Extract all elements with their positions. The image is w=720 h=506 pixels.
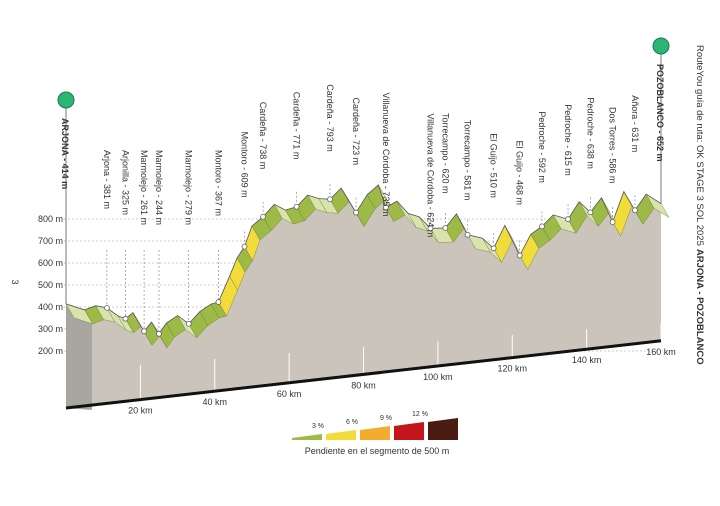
- waypoint-dot: [327, 196, 333, 203]
- chart-title: RouteYou guía de ruta: OK STAGE 3 SOL 20…: [694, 45, 705, 365]
- waypoint-dot: [516, 252, 523, 259]
- waypoint-dot: [609, 219, 616, 225]
- legend-tick-label: 12 %: [412, 411, 428, 418]
- y-tick-label: 200 m: [38, 346, 63, 356]
- waypoint-label: Villanueva de Córdoba - 735 m: [381, 93, 391, 217]
- x-tick-label: 120 km: [497, 364, 527, 374]
- x-tick-label: 80 km: [351, 380, 376, 390]
- x-tick-label: 40 km: [202, 397, 227, 407]
- waypoint-dot: [185, 320, 192, 327]
- start-flag: [57, 91, 75, 109]
- legend-swatch: [360, 426, 390, 440]
- waypoint-dot: [104, 304, 110, 311]
- waypoint-label: Arjona - 381 m: [102, 150, 112, 209]
- y-tick-label: 800 m: [38, 214, 63, 224]
- waypoint-label: Pedroche - 615 m: [563, 104, 573, 176]
- y-tick-label: 500 m: [38, 280, 63, 290]
- waypoint-label: Pedroche - 592 m: [537, 111, 547, 183]
- waypoint-dot: [632, 207, 638, 214]
- plot: 200 m 300 m 400 m 500 m 600 m 700 m 800 m 20 km…: [38, 37, 676, 456]
- waypoint-label: Cardeña - 738 m: [258, 102, 268, 170]
- waypoint-dot: [382, 204, 389, 211]
- waypoint-label: Cardeña - 771 m: [292, 92, 302, 160]
- waypoint-dot: [565, 216, 571, 223]
- waypoint-label: Arjonilla - 325 m: [121, 150, 131, 215]
- y-tick-label: 300 m: [38, 324, 63, 334]
- title-text: RouteYou guía de ruta: OK STAGE 3 SOL 20…: [694, 45, 705, 246]
- x-tick-label: 160 km: [646, 347, 676, 357]
- waypoint-dot: [215, 299, 222, 305]
- y-tick-label: 700 m: [38, 236, 63, 246]
- waypoint-dot: [293, 203, 300, 210]
- legend-swatch: [326, 430, 356, 440]
- baseline: [65, 339, 662, 410]
- waypoint-dot: [260, 213, 266, 220]
- x-tick-label: 100 km: [423, 372, 453, 382]
- page-number: 3: [10, 279, 20, 284]
- waypoint-label: El Guijo - 468 m: [515, 140, 525, 205]
- legend-tick-label: 9 %: [380, 415, 392, 422]
- waypoint-label: Añora - 631 m: [630, 95, 640, 152]
- legend-tick-label: 3 %: [312, 423, 324, 430]
- waypoint-label: El Guijo - 510 m: [489, 133, 499, 198]
- waypoint-dot: [464, 231, 471, 238]
- waypoint-label: Torrecampo - 581 m: [463, 120, 473, 201]
- waypoint-label: Montoro - 367 m: [213, 150, 223, 216]
- y-tick-label: 400 m: [38, 302, 63, 312]
- waypoint-label: Villanueva de Córdoba - 624 m: [425, 113, 435, 237]
- x-tick-label: 140 km: [572, 355, 602, 365]
- waypoint-dot: [353, 209, 359, 216]
- waypoint-dot: [156, 330, 162, 337]
- waypoint-dot: [490, 245, 497, 252]
- waypoint-dot: [587, 209, 594, 216]
- end-flag: [652, 37, 670, 55]
- legend-tick-label: 6 %: [346, 419, 358, 426]
- x-tick-label: 20 km: [128, 406, 153, 416]
- waypoint-dot: [241, 243, 248, 250]
- start-side: [66, 303, 92, 410]
- waypoint-dot: [122, 315, 129, 322]
- waypoint-label: Montoro - 609 m: [240, 132, 250, 198]
- waypoint-label: Pedroche - 638 m: [585, 97, 595, 169]
- title-bold: ARJONA - POZOBLANCO: [694, 249, 705, 365]
- legend-swatch: [428, 418, 458, 440]
- waypoint-dot: [427, 225, 434, 232]
- start-label: ARJONA - 414 m: [60, 118, 70, 189]
- waypoint-label: Cardeña - 793 m: [325, 84, 335, 152]
- waypoint-label: Marmolejo - 261 m: [139, 150, 149, 225]
- x-tick-label: 60 km: [277, 389, 302, 399]
- waypoint-label: Torrecampo - 620 m: [440, 113, 450, 194]
- waypoint-label: Dos Torres - 586 m: [608, 107, 618, 183]
- legend-swatch: [394, 422, 424, 440]
- waypoint-label: Marmolejo - 244 m: [154, 150, 164, 225]
- waypoint-dot: [141, 328, 147, 335]
- legend-swatch: [292, 434, 322, 440]
- end-label: POZOBLANCO - 652 m: [655, 64, 665, 162]
- legend-title: Pendiente en el segmento de 500 m: [305, 446, 450, 456]
- waypoint-dot: [442, 225, 449, 231]
- y-tick-label: 600 m: [38, 258, 63, 268]
- waypoint-label: Marmolejo - 279 m: [184, 150, 194, 225]
- waypoint-dot: [539, 223, 545, 230]
- waypoint-label: Cardeña - 723 m: [351, 98, 361, 166]
